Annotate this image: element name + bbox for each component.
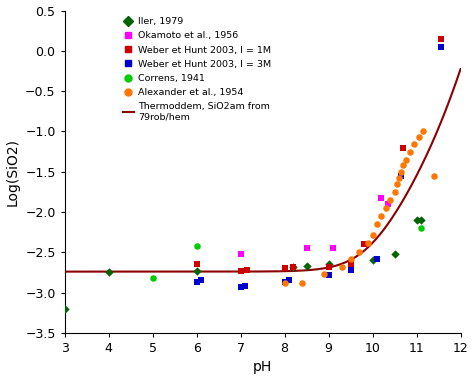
- Point: [197, 277, 205, 283]
- Point: [417, 225, 425, 231]
- Point: [241, 283, 249, 289]
- Point: [378, 213, 385, 219]
- Point: [365, 239, 372, 245]
- Point: [237, 268, 245, 274]
- Point: [193, 261, 201, 268]
- Point: [400, 144, 407, 150]
- Point: [290, 264, 297, 270]
- Point: [437, 36, 445, 42]
- Point: [378, 195, 385, 201]
- Point: [410, 141, 418, 147]
- Point: [237, 251, 245, 257]
- Point: [413, 217, 420, 223]
- Point: [105, 269, 112, 275]
- Point: [395, 175, 403, 181]
- Point: [325, 272, 332, 278]
- X-axis label: pH: pH: [253, 361, 272, 374]
- Point: [290, 264, 297, 270]
- Point: [391, 189, 398, 195]
- Point: [402, 157, 410, 163]
- Point: [430, 173, 438, 179]
- Point: [400, 162, 407, 168]
- Point: [285, 277, 293, 283]
- Point: [149, 275, 156, 281]
- Point: [244, 267, 251, 273]
- Point: [397, 169, 405, 175]
- Point: [373, 256, 381, 262]
- Legend: Iler, 1979, Okamoto et al., 1956, Weber et Hunt 2003, I = 1M, Weber et Hunt 2003: Iler, 1979, Okamoto et al., 1956, Weber …: [121, 15, 273, 124]
- Point: [369, 257, 376, 263]
- Point: [281, 280, 288, 286]
- Point: [281, 265, 288, 271]
- Point: [338, 264, 346, 270]
- Point: [237, 284, 245, 290]
- Point: [325, 261, 332, 268]
- Point: [419, 128, 427, 135]
- Point: [281, 279, 288, 285]
- Point: [384, 201, 392, 207]
- Point: [386, 197, 394, 203]
- Point: [303, 263, 310, 269]
- Point: [415, 134, 422, 140]
- Point: [437, 44, 445, 50]
- Point: [329, 245, 337, 251]
- Point: [417, 217, 425, 223]
- Y-axis label: Log(SiO2): Log(SiO2): [6, 138, 19, 206]
- Point: [347, 261, 355, 268]
- Point: [303, 245, 310, 251]
- Point: [397, 173, 405, 179]
- Point: [373, 221, 381, 227]
- Point: [347, 267, 355, 273]
- Point: [325, 264, 332, 270]
- Point: [61, 306, 68, 312]
- Point: [382, 205, 390, 211]
- Point: [360, 241, 367, 247]
- Point: [406, 149, 414, 155]
- Point: [437, 36, 445, 42]
- Point: [193, 243, 201, 249]
- Point: [356, 249, 363, 255]
- Point: [347, 256, 355, 262]
- Point: [369, 231, 376, 238]
- Point: [193, 268, 201, 274]
- Point: [391, 251, 398, 257]
- Point: [320, 271, 328, 277]
- Point: [193, 279, 201, 285]
- Point: [393, 181, 401, 187]
- Point: [299, 280, 306, 286]
